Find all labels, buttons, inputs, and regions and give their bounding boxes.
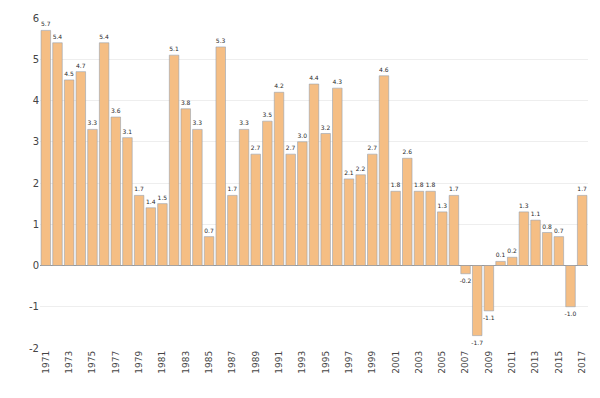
svg-text:1.3: 1.3 bbox=[437, 202, 447, 209]
svg-text:0.1: 0.1 bbox=[496, 251, 506, 258]
svg-text:1973: 1973 bbox=[64, 351, 74, 374]
svg-text:1.5: 1.5 bbox=[158, 194, 168, 201]
svg-text:3.3: 3.3 bbox=[88, 119, 98, 126]
svg-text:1995: 1995 bbox=[321, 351, 331, 374]
svg-text:1971: 1971 bbox=[41, 351, 51, 374]
svg-text:2.2: 2.2 bbox=[356, 165, 366, 172]
svg-text:5: 5 bbox=[33, 54, 39, 65]
svg-text:3.1: 3.1 bbox=[123, 128, 133, 135]
svg-text:-2: -2 bbox=[29, 343, 39, 354]
svg-text:2003: 2003 bbox=[414, 351, 424, 374]
svg-text:1.7: 1.7 bbox=[228, 185, 238, 192]
svg-text:1975: 1975 bbox=[87, 351, 97, 374]
svg-text:2011: 2011 bbox=[507, 351, 517, 374]
svg-text:1989: 1989 bbox=[251, 351, 261, 374]
svg-text:2013: 2013 bbox=[530, 351, 540, 374]
svg-text:-1.7: -1.7 bbox=[471, 339, 483, 346]
svg-text:6: 6 bbox=[33, 13, 39, 24]
svg-text:1.1: 1.1 bbox=[531, 210, 541, 217]
svg-text:5.7: 5.7 bbox=[41, 20, 51, 27]
svg-text:-1.0: -1.0 bbox=[565, 310, 577, 317]
svg-text:2.7: 2.7 bbox=[367, 144, 377, 151]
svg-text:1.8: 1.8 bbox=[426, 181, 436, 188]
svg-text:1983: 1983 bbox=[181, 351, 191, 374]
svg-text:1979: 1979 bbox=[134, 351, 144, 374]
svg-text:1.7: 1.7 bbox=[449, 185, 459, 192]
svg-text:4.3: 4.3 bbox=[332, 78, 342, 85]
svg-text:5.4: 5.4 bbox=[99, 33, 109, 40]
svg-text:-1: -1 bbox=[29, 301, 39, 312]
svg-text:5.1: 5.1 bbox=[169, 45, 179, 52]
svg-text:0.2: 0.2 bbox=[507, 247, 517, 254]
svg-text:4.4: 4.4 bbox=[309, 74, 319, 81]
svg-text:1.3: 1.3 bbox=[519, 202, 529, 209]
svg-text:0.8: 0.8 bbox=[542, 223, 552, 230]
svg-text:3.2: 3.2 bbox=[321, 124, 331, 131]
svg-text:3.3: 3.3 bbox=[239, 119, 249, 126]
svg-text:1993: 1993 bbox=[297, 351, 307, 374]
svg-text:3.3: 3.3 bbox=[193, 119, 203, 126]
svg-text:1991: 1991 bbox=[274, 351, 284, 374]
svg-text:5.4: 5.4 bbox=[53, 33, 63, 40]
svg-text:-0.2: -0.2 bbox=[460, 277, 472, 284]
svg-text:1.8: 1.8 bbox=[391, 181, 401, 188]
svg-text:2.7: 2.7 bbox=[286, 144, 296, 151]
svg-text:2.6: 2.6 bbox=[402, 148, 412, 155]
svg-text:0: 0 bbox=[33, 260, 39, 271]
svg-text:2001: 2001 bbox=[391, 351, 401, 374]
svg-text:4.7: 4.7 bbox=[76, 62, 86, 69]
svg-text:2017: 2017 bbox=[577, 351, 587, 374]
svg-text:3.8: 3.8 bbox=[181, 99, 191, 106]
svg-text:1.7: 1.7 bbox=[577, 185, 587, 192]
svg-text:1.4: 1.4 bbox=[146, 198, 156, 205]
svg-text:1977: 1977 bbox=[111, 351, 121, 374]
svg-text:-1.1: -1.1 bbox=[483, 314, 495, 321]
svg-text:1981: 1981 bbox=[157, 351, 167, 374]
svg-text:4.2: 4.2 bbox=[274, 82, 284, 89]
svg-text:2005: 2005 bbox=[437, 351, 447, 374]
svg-text:1985: 1985 bbox=[204, 351, 214, 374]
svg-text:2: 2 bbox=[33, 178, 39, 189]
svg-text:1.8: 1.8 bbox=[414, 181, 424, 188]
svg-text:1997: 1997 bbox=[344, 351, 354, 374]
svg-text:2015: 2015 bbox=[554, 351, 564, 374]
svg-text:1999: 1999 bbox=[367, 351, 377, 374]
svg-text:2.7: 2.7 bbox=[251, 144, 261, 151]
svg-text:2007: 2007 bbox=[460, 351, 470, 374]
svg-text:4.6: 4.6 bbox=[379, 66, 389, 73]
svg-text:3.6: 3.6 bbox=[111, 107, 121, 114]
svg-text:2009: 2009 bbox=[484, 351, 494, 374]
svg-text:5.3: 5.3 bbox=[216, 37, 226, 44]
svg-text:2.1: 2.1 bbox=[344, 169, 354, 176]
svg-text:1: 1 bbox=[33, 219, 39, 230]
svg-text:3.0: 3.0 bbox=[297, 132, 307, 139]
svg-text:4.5: 4.5 bbox=[64, 70, 74, 77]
svg-text:0.7: 0.7 bbox=[554, 227, 564, 234]
svg-text:1.7: 1.7 bbox=[134, 185, 144, 192]
svg-text:3: 3 bbox=[33, 136, 39, 147]
svg-text:4: 4 bbox=[33, 95, 39, 106]
svg-text:0.7: 0.7 bbox=[204, 227, 214, 234]
svg-text:3.5: 3.5 bbox=[262, 111, 272, 118]
svg-text:1987: 1987 bbox=[227, 351, 237, 374]
